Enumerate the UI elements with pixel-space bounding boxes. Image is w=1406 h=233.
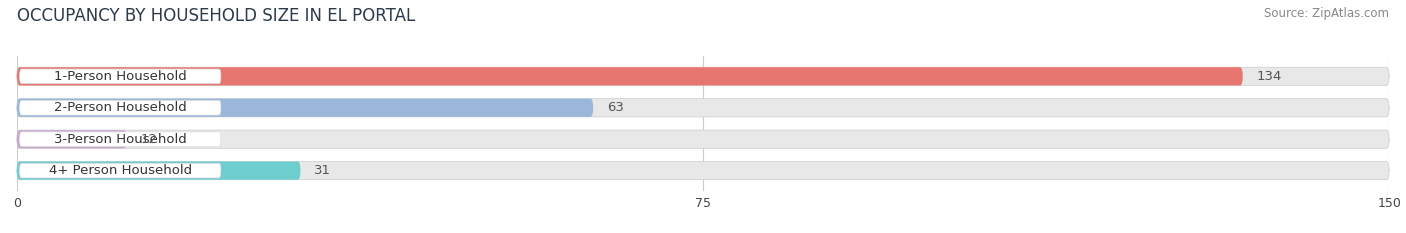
Text: 3-Person Household: 3-Person Household xyxy=(53,133,187,146)
FancyBboxPatch shape xyxy=(17,99,593,117)
Text: 134: 134 xyxy=(1257,70,1282,83)
Text: Source: ZipAtlas.com: Source: ZipAtlas.com xyxy=(1264,7,1389,20)
FancyBboxPatch shape xyxy=(17,161,1389,180)
FancyBboxPatch shape xyxy=(17,67,1389,86)
FancyBboxPatch shape xyxy=(20,163,221,178)
Text: 1-Person Household: 1-Person Household xyxy=(53,70,187,83)
FancyBboxPatch shape xyxy=(20,132,221,147)
FancyBboxPatch shape xyxy=(20,100,221,115)
Text: OCCUPANCY BY HOUSEHOLD SIZE IN EL PORTAL: OCCUPANCY BY HOUSEHOLD SIZE IN EL PORTAL xyxy=(17,7,415,25)
FancyBboxPatch shape xyxy=(17,130,127,148)
Text: 31: 31 xyxy=(314,164,332,177)
FancyBboxPatch shape xyxy=(17,99,1389,117)
FancyBboxPatch shape xyxy=(17,67,1243,86)
FancyBboxPatch shape xyxy=(17,161,301,180)
Text: 63: 63 xyxy=(607,101,624,114)
Text: 4+ Person Household: 4+ Person Household xyxy=(49,164,191,177)
Text: 2-Person Household: 2-Person Household xyxy=(53,101,187,114)
FancyBboxPatch shape xyxy=(17,130,1389,148)
FancyBboxPatch shape xyxy=(20,69,221,84)
Text: 12: 12 xyxy=(141,133,157,146)
